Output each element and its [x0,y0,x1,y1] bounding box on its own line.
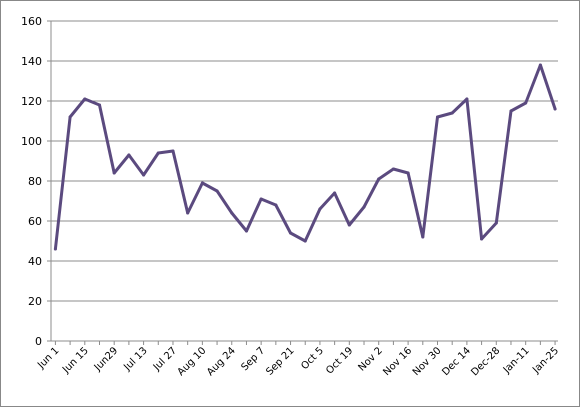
x-tick-label: Dec 14 [440,345,473,378]
data-point [83,97,87,101]
y-tick-label-20: 20 [28,295,42,308]
data-point [362,205,366,209]
data-point [318,207,322,211]
data-point [142,173,146,177]
data-point [289,231,293,235]
data-point [171,149,175,153]
data-point [538,63,542,67]
x-tick-label: Jan-25 [530,345,561,376]
axes [47,20,558,345]
data-point [244,229,248,233]
data-point [553,107,557,111]
x-tick-label: Jun29 [92,345,121,374]
x-tick-label: Jul 13 [121,345,149,373]
x-tick-label: Jan-11 [501,345,532,376]
x-tick-label: Sep 21 [264,345,296,377]
data-point [524,101,528,105]
x-tick-label: Oct 19 [324,345,355,376]
data-point [450,111,454,115]
x-tick-label: Nov 16 [381,345,414,378]
y-tick-labels: 0 20 40 60 80 100 120 140 160 [21,15,42,348]
data-point [230,211,234,215]
data-point [347,223,351,227]
data-point [259,197,263,201]
data-point [509,109,513,113]
data-point [274,203,278,207]
data-point [200,181,204,185]
data-point [186,211,190,215]
x-tick-label: Sep 7 [239,345,267,373]
data-point [303,239,307,243]
y-tick-label-60: 60 [28,215,42,228]
y-tick-label-120: 120 [21,95,42,108]
x-tick-label: Dec-28 [469,345,502,378]
y-tick-label-160: 160 [21,15,42,28]
x-tick-label: Jul 27 [151,345,179,373]
data-point [377,177,381,181]
x-tick-label: Jun 1 [35,345,61,371]
y-tick-label-80: 80 [28,175,42,188]
x-tick-label: Jun 15 [60,345,91,376]
data-point [480,237,484,241]
data-point [406,171,410,175]
data-point [127,153,131,157]
x-tick-label: Aug 24 [205,345,238,378]
y-tick-label-0: 0 [35,335,42,348]
data-point [435,115,439,119]
data-point [465,97,469,101]
x-tick-label: Nov 30 [411,345,444,378]
data-point [112,171,116,175]
data-point [215,189,219,193]
data-point [68,115,72,119]
data-point [97,103,101,107]
data-point [333,191,337,195]
data-point [494,221,498,225]
x-tick-label: Nov 2 [357,345,385,373]
x-tick-label: Aug 10 [176,345,209,378]
gridlines [51,20,558,302]
data-point [53,247,57,251]
series-layer [53,63,557,251]
data-point [421,235,425,239]
y-tick-label-100: 100 [21,135,42,148]
data-point [391,167,395,171]
data-point [156,151,160,155]
y-tick-label-40: 40 [28,255,42,268]
y-tick-label-140: 140 [21,55,42,68]
x-tick-label: Oct 5 [299,345,326,372]
